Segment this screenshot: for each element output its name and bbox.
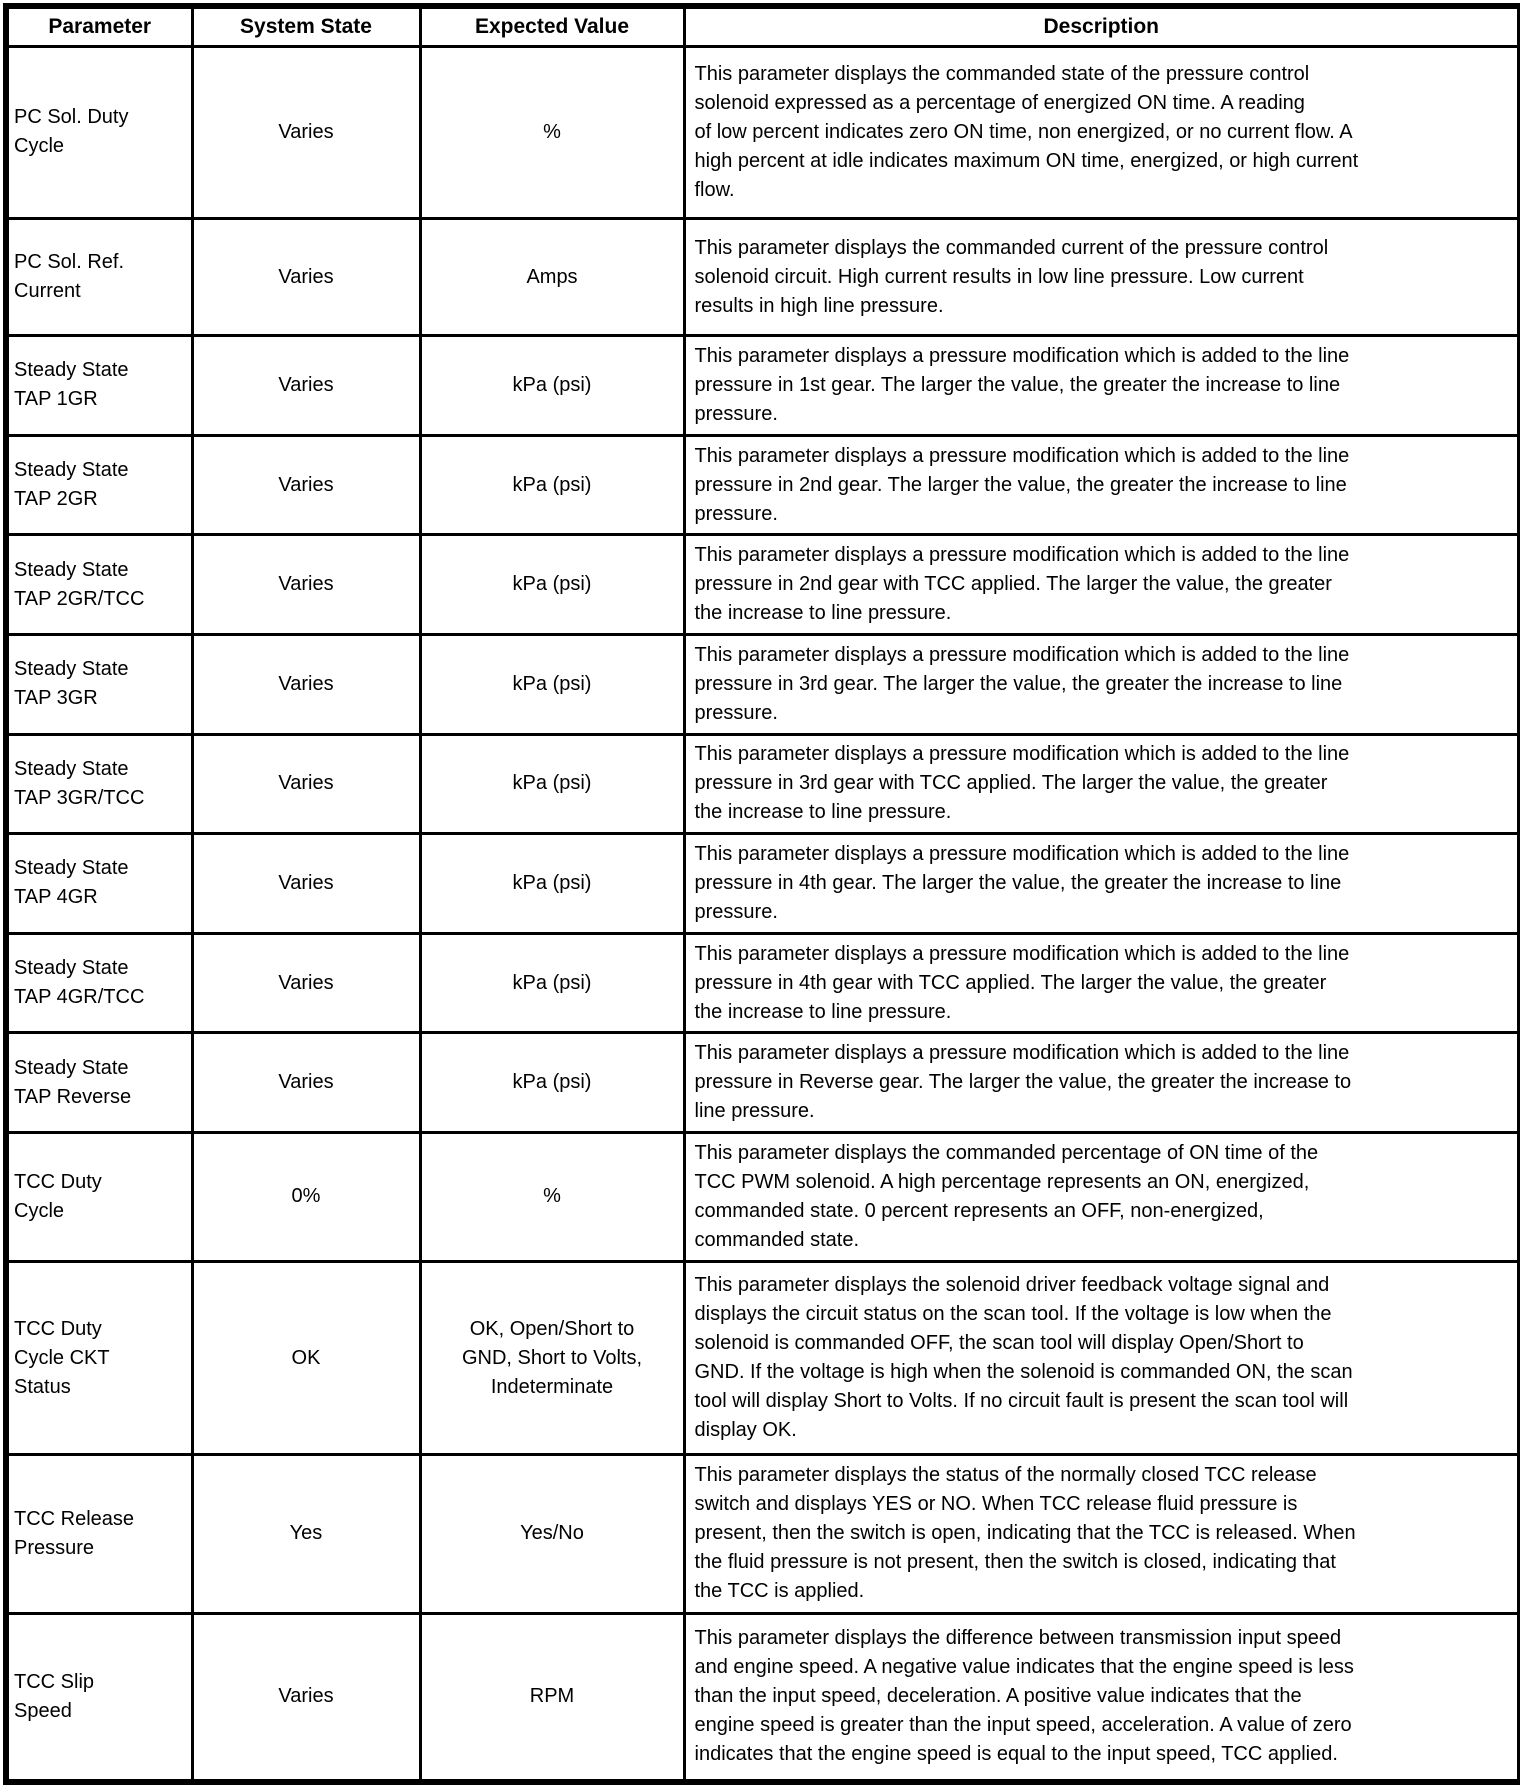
table-row: Steady State TAP 4GR/TCC Varies kPa (psi) T… bbox=[4, 931, 1520, 1035]
table-row: TCC Duty Cycle CKT Status OK OK, Open/Shor… bbox=[4, 1259, 1520, 1457]
cell-description: This parameter displays a pressure modif… bbox=[682, 632, 1520, 736]
table-row: PC Sol. Duty Cycle Varies% This parameter … bbox=[4, 44, 1520, 221]
column-header-system-state: System State bbox=[190, 4, 422, 48]
cell-system-state: Varies bbox=[190, 44, 422, 221]
cell-expected-value: kPa (psi) bbox=[418, 533, 686, 636]
cell-parameter: TCC Slip Speed bbox=[4, 1611, 194, 1784]
cell-description: This parameter displays the commanded cu… bbox=[682, 217, 1520, 338]
cell-parameter: Steady State TAP 2GR bbox=[4, 433, 194, 537]
cell-parameter: Steady State TAP 2GR/TCC bbox=[4, 533, 194, 636]
cell-expected-value: kPa (psi) bbox=[418, 931, 686, 1035]
cell-expected-value: RPM bbox=[418, 1611, 686, 1784]
cell-parameter: Steady State TAP 3GR/TCC bbox=[4, 732, 194, 836]
cell-description: This parameter displays the difference b… bbox=[682, 1611, 1520, 1784]
table-row: TCC Duty Cycle 0%% This parameter displays… bbox=[4, 1130, 1520, 1263]
cell-description: This parameter displays a pressure modif… bbox=[682, 533, 1520, 636]
cell-description: This parameter displays a pressure modif… bbox=[682, 1031, 1520, 1134]
cell-expected-value: kPa (psi) bbox=[418, 433, 686, 537]
cell-description: This parameter displays a pressure modif… bbox=[682, 433, 1520, 537]
cell-system-state: Varies bbox=[190, 632, 422, 736]
cell-expected-value: OK, Open/Short to GND, Short to Volts, I… bbox=[418, 1259, 686, 1457]
cell-system-state: Varies bbox=[190, 334, 422, 437]
cell-expected-value: % bbox=[418, 1130, 686, 1263]
table-row: Steady State TAP Reverse Varies kPa (psi) T… bbox=[4, 1031, 1520, 1134]
header-row: Parameter System State Expected Value De… bbox=[4, 4, 1520, 48]
cell-system-state: Varies bbox=[190, 1031, 422, 1134]
column-header-parameter: Parameter bbox=[4, 4, 194, 48]
cell-expected-value: kPa (psi) bbox=[418, 832, 686, 935]
table-header: Parameter System State Expected Value De… bbox=[4, 4, 1520, 48]
cell-description: This parameter displays the commanded pe… bbox=[682, 1130, 1520, 1263]
cell-system-state: OK bbox=[190, 1259, 422, 1457]
cell-expected-value: kPa (psi) bbox=[418, 334, 686, 437]
cell-expected-value: kPa (psi) bbox=[418, 632, 686, 736]
cell-parameter: Steady State TAP Reverse bbox=[4, 1031, 194, 1134]
table-row: Steady State TAP 2GR/TCC Varies kPa (psi) T… bbox=[4, 533, 1520, 636]
cell-parameter: Steady State TAP 4GR/TCC bbox=[4, 931, 194, 1035]
cell-parameter: PC Sol. Ref. Current bbox=[4, 217, 194, 338]
cell-system-state: Varies bbox=[190, 433, 422, 537]
table-body: PC Sol. Duty Cycle Varies% This parameter … bbox=[4, 44, 1520, 1784]
cell-system-state: Yes bbox=[190, 1453, 422, 1615]
table-row: TCC Release Pressure Yes Yes/No This parame… bbox=[4, 1453, 1520, 1615]
scan-tool-data-page: Parameter System State Expected Value De… bbox=[0, 3, 1520, 1791]
cell-description: This parameter displays a pressure modif… bbox=[682, 832, 1520, 935]
cell-system-state: Varies bbox=[190, 1611, 422, 1784]
cell-description: This parameter displays the commanded st… bbox=[682, 44, 1520, 221]
cell-expected-value: % bbox=[418, 44, 686, 221]
table-row: Steady State TAP 3GR Varies kPa (psi) This … bbox=[4, 632, 1520, 736]
cell-parameter: TCC Duty Cycle CKT Status bbox=[4, 1259, 194, 1457]
cell-description: This parameter displays the solenoid dri… bbox=[682, 1259, 1520, 1457]
cell-system-state: Varies bbox=[190, 832, 422, 935]
scan-tool-parameter-table: Parameter System State Expected Value De… bbox=[3, 3, 1520, 1785]
cell-parameter: Steady State TAP 1GR bbox=[4, 334, 194, 437]
table-row: Steady State TAP 2GR Varies kPa (psi) This … bbox=[4, 433, 1520, 537]
cell-expected-value: kPa (psi) bbox=[418, 1031, 686, 1134]
cell-expected-value: Amps bbox=[418, 217, 686, 338]
cell-parameter: PC Sol. Duty Cycle bbox=[4, 44, 194, 221]
cell-system-state: Varies bbox=[190, 217, 422, 338]
cell-description: This parameter displays a pressure modif… bbox=[682, 334, 1520, 437]
table-row: Steady State TAP 1GR Varies kPa (psi) This … bbox=[4, 334, 1520, 437]
cell-parameter: Steady State TAP 3GR bbox=[4, 632, 194, 736]
cell-system-state: Varies bbox=[190, 931, 422, 1035]
cell-parameter: TCC Release Pressure bbox=[4, 1453, 194, 1615]
cell-system-state: Varies bbox=[190, 732, 422, 836]
table-row: PC Sol. Ref. Current Varies Amps This param… bbox=[4, 217, 1520, 338]
cell-description: This parameter displays a pressure modif… bbox=[682, 931, 1520, 1035]
cell-expected-value: kPa (psi) bbox=[418, 732, 686, 836]
cell-system-state: 0% bbox=[190, 1130, 422, 1263]
table-row: Steady State TAP 3GR/TCC Varies kPa (psi) T… bbox=[4, 732, 1520, 836]
cell-parameter: Steady State TAP 4GR bbox=[4, 832, 194, 935]
table-row: Steady State TAP 4GR Varies kPa (psi) This … bbox=[4, 832, 1520, 935]
column-header-description: Description bbox=[682, 4, 1520, 48]
cell-description: This parameter displays the status of th… bbox=[682, 1453, 1520, 1615]
cell-system-state: Varies bbox=[190, 533, 422, 636]
table-row: TCC Slip Speed Varies RPM This parameter di… bbox=[4, 1611, 1520, 1784]
cell-expected-value: Yes/No bbox=[418, 1453, 686, 1615]
cell-parameter: TCC Duty Cycle bbox=[4, 1130, 194, 1263]
cell-description: This parameter displays a pressure modif… bbox=[682, 732, 1520, 836]
column-header-expected-value: Expected Value bbox=[418, 4, 686, 48]
